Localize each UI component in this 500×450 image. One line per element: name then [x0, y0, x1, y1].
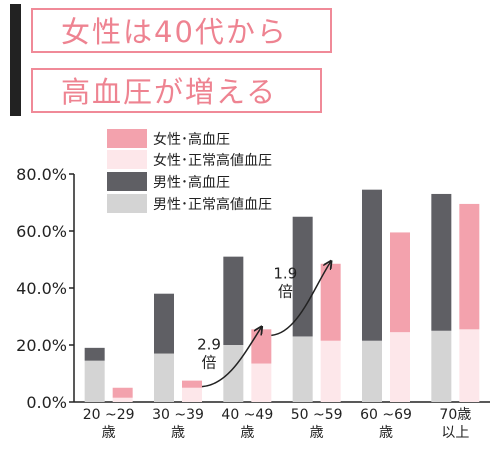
x-category-label-line-2: 歳 [379, 425, 393, 441]
female-4-upper-bar [390, 232, 410, 333]
female-2-upper-bar [251, 329, 272, 364]
legend-swatch-1 [107, 129, 147, 148]
male-1-lower-bar [154, 353, 174, 402]
male-0-upper-bar [84, 347, 105, 361]
legend-swatch-2 [107, 150, 147, 169]
male-1-upper-bar [154, 293, 174, 354]
legend-label-1: 女性･高血圧 [153, 131, 230, 148]
legend-label-4: 男性･正常高値血圧 [153, 196, 272, 213]
legend-swatch-3 [107, 172, 147, 191]
x-category-label-line-1: 50 ~59 [291, 407, 343, 423]
annotation-label-line-2: 倍 [278, 282, 293, 300]
x-category-label-line-1: 20 ~29 [83, 407, 135, 423]
annotation-arrow-1 [201, 327, 261, 388]
male-4-lower-bar [362, 340, 382, 402]
female-5-lower-bar [459, 329, 480, 402]
male-5-upper-bar [431, 193, 452, 331]
annotation-label-line-1: 1.9 [273, 264, 297, 282]
y-tick-label: 20.0% [16, 336, 67, 355]
female-1-lower-bar [182, 387, 202, 402]
female-3-lower-bar [320, 340, 341, 402]
x-category-label-line-2: 歳 [310, 425, 324, 441]
male-2-lower-bar [223, 345, 244, 402]
x-category-label-line-2: 歳 [171, 425, 185, 441]
female-1-upper-bar [182, 380, 202, 388]
male-3-upper-bar [292, 216, 313, 337]
male-3-lower-bar [292, 336, 313, 402]
female-0-lower-bar [112, 397, 133, 402]
annotation-arrow-2 [271, 262, 330, 337]
x-category-label-line-1: 70歳 [439, 407, 471, 423]
x-category-label-line-1: 40 ~49 [221, 407, 273, 423]
chart-axes: 0.0% 20.0% 40.0% 60.0% 80.0% 20 ~29 歳 30 ~39 歳 40… [16, 165, 490, 441]
annotation-label-line-2: 倍 [201, 354, 216, 372]
chart-annotations: 2.9倍1.9倍 [197, 262, 331, 388]
annotation-label-line-1: 2.9 [197, 336, 221, 354]
female-3-upper-bar [320, 263, 341, 341]
x-category-label-line-2: 歳 [102, 425, 116, 441]
male-2-upper-bar [223, 256, 244, 345]
y-tick-label: 0.0% [26, 393, 67, 412]
female-0-upper-bar [112, 387, 133, 398]
legend-label-3: 男性･高血圧 [153, 174, 230, 191]
y-tick-label: 60.0% [16, 222, 67, 241]
male-4-upper-bar [362, 189, 382, 341]
chart-bars [84, 189, 480, 402]
legend-swatch-4 [107, 194, 147, 213]
x-category-label-line-1: 60 ~69 [360, 407, 412, 423]
female-2-lower-bar [251, 363, 272, 402]
male-0-lower-bar [84, 360, 105, 402]
chart-title-line-1: 女性は40代から [31, 8, 332, 53]
x-category-label-line-2: 以上 [441, 425, 469, 441]
y-tick-label: 80.0% [16, 165, 67, 184]
female-5-upper-bar [459, 203, 480, 330]
male-5-lower-bar [431, 330, 452, 402]
y-tick-label: 40.0% [16, 279, 67, 298]
x-category-label-line-2: 歳 [240, 425, 254, 441]
chart-title-line-2: 高血圧が増える [31, 68, 322, 113]
legend-label-2: 女性･正常高値血圧 [153, 152, 272, 169]
title-accent-bar [10, 4, 21, 116]
female-4-lower-bar [390, 332, 410, 402]
x-category-label-line-1: 30 ~39 [152, 407, 204, 423]
